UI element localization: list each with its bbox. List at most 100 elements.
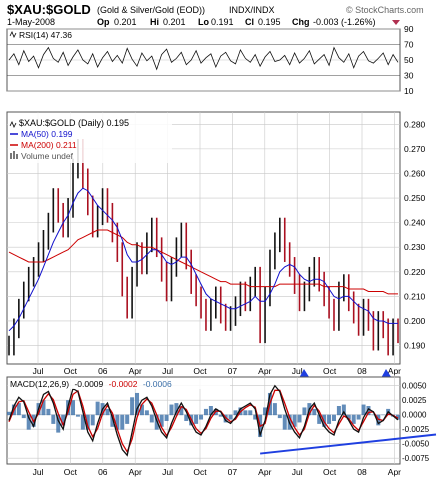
macd-tick-label: 0.0050 — [402, 382, 427, 391]
histogram-legend-value: -0.0006 — [143, 379, 172, 389]
macd-tick-label: -0.0050 — [402, 440, 430, 449]
macd-tick-label: -0.0075 — [402, 454, 430, 463]
price-tick-label: 0.240 — [404, 218, 426, 228]
macd-histogram-bar — [95, 401, 100, 416]
down-triangle-icon — [392, 20, 400, 25]
macd-histogram-bar — [130, 397, 135, 416]
price-tick-label: 0.230 — [404, 242, 426, 252]
macd-x-axis: Jul Oct 06 Apr Jul Oct 07 Apr Jul Oct 08 Apr — [33, 467, 402, 477]
price-x-tick-label: Apr — [388, 366, 401, 376]
macd-histogram-bar — [149, 414, 154, 423]
macd-trendline — [260, 433, 437, 455]
price-panel: 0.280 0.270 0.260 0.250 0.240 0.230 0.220 0.210… — [6, 111, 426, 386]
macd-histogram-bar — [194, 414, 199, 424]
macd-legend-label: MACD(12,26,9) — [10, 379, 69, 389]
macd-x-tick-label: Oct — [64, 467, 78, 477]
rsi-tick-label: 90 — [404, 24, 414, 34]
macd-histogram-bar — [356, 414, 361, 420]
price-x-tick-label: Apr — [129, 366, 142, 376]
macd-histogram-bar — [169, 404, 174, 416]
macd-histogram-bar — [223, 414, 228, 423]
macd-histogram-bar — [371, 414, 376, 416]
macd-tick-label: -0.0025 — [402, 425, 430, 434]
macd-histogram-bar — [110, 414, 115, 427]
macd-histogram-bar — [297, 414, 302, 423]
chart-small-icon — [9, 121, 17, 128]
macd-histogram-bar — [277, 414, 282, 419]
chart-small-icon — [9, 31, 17, 38]
macd-histogram-bar — [376, 414, 381, 426]
macd-histogram-bar — [346, 414, 351, 420]
macd-x-tick-label: Oct — [323, 467, 337, 477]
macd-legend-value: -0.0009 — [74, 379, 103, 389]
macd-histogram-bar — [80, 414, 85, 430]
macd-histogram-bar — [199, 414, 204, 420]
copyright-label: © StockCharts.com — [346, 5, 424, 15]
signal-legend-value: -0.0002 — [109, 379, 138, 389]
macd-histogram-bar — [174, 403, 179, 416]
macd-x-tick-label: Oct — [193, 467, 207, 477]
price-x-tick-label: 06 — [98, 366, 108, 376]
macd-histogram-bar — [381, 414, 386, 416]
macd-histogram-bar — [218, 414, 223, 417]
price-tick-label: 0.210 — [404, 291, 426, 301]
macd-histogram-bar — [179, 406, 184, 416]
symbol-title: $XAU:$GOLD — [7, 2, 91, 17]
macd-histogram-bar — [159, 414, 164, 427]
macd-axis: 0.0050 0.0025 0.0000 -0.0025 -0.0050 -0.0075 — [402, 382, 430, 464]
macd-histogram-bar — [184, 414, 189, 421]
macd-histogram-bar — [105, 408, 110, 416]
macd-histogram-bar — [7, 411, 11, 416]
macd-x-tick-label: Jul — [292, 467, 303, 477]
macd-histogram-bar — [16, 403, 21, 416]
rsi-panel: 70 50 30 10 90 RSI(14) 47.36 — [6, 24, 414, 96]
macd-x-tick-label: 06 — [98, 467, 108, 477]
price-x-tick-label: 08 — [357, 366, 367, 376]
macd-histogram-bar — [302, 407, 307, 416]
macd-histogram-bar — [125, 414, 130, 424]
exchange-label: INDX/INDX — [229, 5, 275, 15]
high-value: 0.201 — [163, 17, 186, 27]
rsi-tick-label: 30 — [404, 71, 414, 81]
price-bars — [8, 139, 399, 356]
rsi-line — [8, 46, 399, 71]
macd-histogram-bar — [115, 414, 120, 430]
macd-legend: MACD(12,26,9) -0.0009 -0.0002 -0.0006 — [10, 379, 172, 389]
macd-histogram-bar — [26, 414, 31, 430]
macd-histogram-bar — [292, 414, 297, 427]
price-x-tick-label: 07 — [228, 366, 238, 376]
macd-histogram-bar — [312, 408, 317, 416]
price-tick-label: 0.220 — [404, 267, 426, 277]
price-tick-label: 0.190 — [404, 341, 426, 351]
macd-x-tick-label: 07 — [228, 467, 238, 477]
price-legend: $XAU:$GOLD (Daily) 0.195 — [19, 118, 129, 128]
rsi-tick-label: 10 — [404, 86, 414, 96]
macd-histogram-bar — [75, 414, 80, 417]
open-label: Op — [97, 17, 110, 27]
rsi-axis: 70 50 30 10 90 — [404, 24, 414, 96]
macd-tick-label: 0.0025 — [402, 396, 427, 405]
macd-x-tick-label: Apr — [129, 467, 142, 477]
macd-histogram-bar — [331, 414, 336, 421]
date-label: 1-May-2008 — [7, 17, 55, 27]
macd-histogram-bar — [135, 392, 140, 416]
rsi-tick-label: 70 — [404, 40, 414, 50]
price-x-tick-label: Oct — [64, 366, 78, 376]
macd-histogram-bar — [85, 414, 90, 430]
macd-x-tick-label: Apr — [258, 467, 271, 477]
ma200-line — [8, 229, 398, 295]
macd-histogram-bar — [51, 414, 56, 424]
macd-histogram-bar — [336, 406, 341, 416]
macd-histogram-bar — [272, 403, 277, 416]
macd-histogram-bar — [120, 414, 125, 430]
price-x-tick-label: Jul — [33, 366, 44, 376]
price-x-tick-label: Jul — [292, 366, 303, 376]
macd-histogram-bar — [361, 404, 366, 416]
macd-histogram-bar — [46, 408, 51, 416]
price-x-axis: Jul Oct 06 Apr Jul Oct 07 Apr Jul Oct 08 Apr — [33, 366, 402, 376]
macd-histogram-bar — [90, 414, 95, 426]
macd-histogram-bar — [164, 414, 169, 421]
price-tick-label: 0.270 — [404, 144, 426, 154]
macd-histogram-bar — [203, 408, 208, 416]
